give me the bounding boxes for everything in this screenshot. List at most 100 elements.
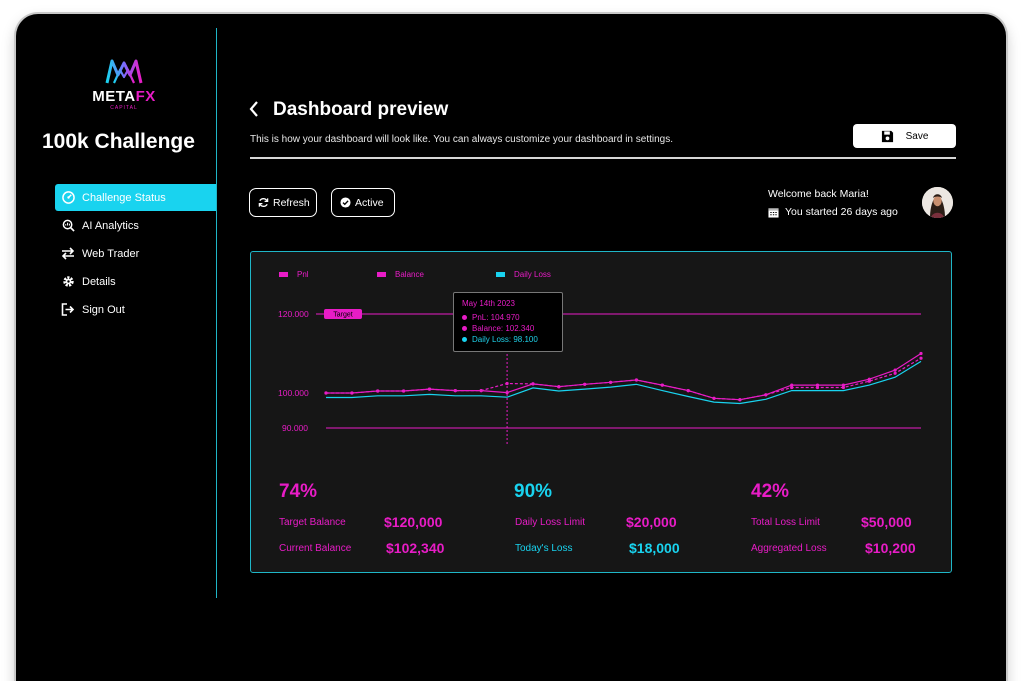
data-point [919,356,923,360]
stat-label-current-balance: Current Balance [279,543,352,554]
sidebar-item-label: Challenge Status [82,191,166,204]
data-point [712,396,716,400]
user-avatar-icon [922,187,953,218]
data-point [402,389,406,393]
tooltip-dot [462,337,467,342]
sidebar-item-ai-analytics[interactable]: AI Analytics [55,212,216,239]
refresh-label: Refresh [273,196,310,209]
series-line-daily-loss [326,360,922,405]
legend-label: Pnl [297,270,309,279]
sidebar-item-web-trader[interactable]: Web Trader [55,240,216,267]
tooltip-dot [462,315,467,320]
stat-label-target-balance: Target Balance [279,517,346,528]
gauge-icon [61,191,75,205]
tooltip-balance-text: Balance: 102.340 [472,324,535,333]
save-icon [881,130,894,143]
data-point [479,389,483,393]
stat-label-total-loss-limit: Total Loss Limit [751,517,820,528]
stat-label-daily-loss-limit: Daily Loss Limit [515,517,586,528]
tooltip-balance: Balance: 102.340 [462,324,554,333]
active-label: Active [355,196,384,209]
legend-balance: Balance [377,270,424,279]
stat-pct-target: 74% [279,481,318,502]
data-point [841,385,846,390]
stat-value-aggregated-loss: $10,200 [865,540,916,556]
device-frame: METAFX CAPITAL 100k Challenge Challenge … [16,14,1006,681]
refresh-button[interactable]: Refresh [249,188,317,217]
data-point [324,391,328,395]
data-point [790,383,794,387]
page-subtitle: This is how your dashboard will look lik… [250,134,673,145]
back-button[interactable] [248,100,262,120]
started-text: You started 26 days ago [768,206,898,218]
data-point [634,378,638,382]
series-line-balance [326,357,922,401]
save-button[interactable]: Save [853,124,956,148]
welcome-text: Welcome back Maria! [768,188,869,200]
main-content: Dashboard preview This is how your dashb… [248,14,968,604]
sidebar-item-label: Details [82,275,116,288]
logo-wordmark: METAFX [92,88,156,105]
stat-value-total-loss-limit: $50,000 [861,514,912,530]
page-title: Dashboard preview [273,99,449,120]
sidebar-item-label: Web Trader [82,247,140,260]
data-point [531,382,535,386]
sign-out-icon [61,303,75,317]
analytics-icon [61,219,75,233]
target-badge [324,309,362,319]
sidebar-item-label: AI Analytics [82,219,139,232]
legend-label: Daily Loss [514,270,551,279]
chart-tooltip: May 14th 2023 PnL: 104.970 Balance: 102.… [453,292,563,352]
challenge-title: 100k Challenge [42,130,195,153]
stat-value-target-balance: $120,000 [384,514,443,530]
target-badge-label: Target [333,312,353,319]
save-label: Save [905,130,929,142]
y-label-120: 120.000 [278,309,309,319]
metafx-logo-icon [105,59,143,84]
data-point [505,391,509,395]
line-chart: 120.000 100.000 90.000 Target [278,309,923,444]
data-point [350,391,354,395]
stat-pct-total-loss: 42% [751,481,790,502]
sidebar-item-details[interactable]: Details [55,268,216,295]
check-circle-icon [340,197,351,208]
data-point [841,383,846,387]
chevron-left-icon [249,101,258,117]
calendar-icon [768,207,779,218]
sidebar-nav: Challenge Status AI Analytics Web Trader… [55,184,216,324]
active-button[interactable]: Active [331,188,395,217]
tooltip-daily-loss: Daily Loss: 98.100 [462,335,554,344]
tooltip-pnl-text: PnL: 104.970 [472,313,520,322]
legend-swatch [279,272,288,277]
data-point [919,351,923,356]
y-label-90: 90.000 [282,423,308,433]
data-point [738,398,742,402]
gear-icon [61,275,75,289]
data-point [376,389,380,393]
stat-pct-daily-loss: 90% [514,481,553,502]
sidebar-item-challenge-status[interactable]: Challenge Status [55,184,216,211]
tooltip-daily-loss-text: Daily Loss: 98.100 [472,335,538,344]
avatar[interactable] [922,187,953,218]
legend-swatch [496,272,505,277]
data-point [790,385,794,390]
data-point [609,380,613,384]
tooltip-dot [462,326,467,331]
data-point [815,385,820,390]
data-point [427,387,432,391]
data-point [893,368,897,372]
stat-value-current-balance: $102,340 [386,540,445,556]
data-point [660,383,664,387]
sidebar-item-label: Sign Out [82,303,125,316]
data-point [867,379,871,383]
sidebar: METAFX CAPITAL 100k Challenge Challenge … [16,14,216,604]
legend-daily-loss: Daily Loss [496,270,551,279]
sidebar-item-sign-out[interactable]: Sign Out [55,296,216,323]
data-point [815,383,820,387]
data-point [764,393,768,397]
data-point [505,381,509,386]
tooltip-date: May 14th 2023 [462,299,515,308]
data-point [686,389,690,393]
stat-label-aggregated-loss: Aggregated Loss [751,543,827,554]
series-line-pnl [326,352,922,401]
